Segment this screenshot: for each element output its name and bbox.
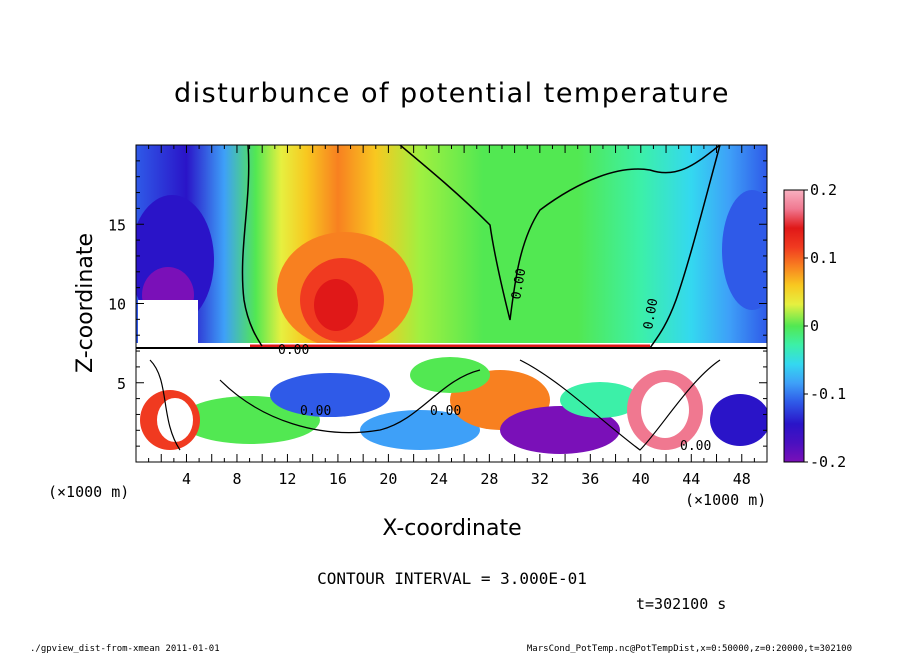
plot-area <box>136 145 767 462</box>
x-tick-label: 20 <box>379 470 397 488</box>
contour-label: 0.00 <box>300 404 331 419</box>
x-axis-label: X-coordinate <box>382 516 521 541</box>
x-tick-label: 32 <box>531 470 549 488</box>
x-tick-label: 36 <box>581 470 599 488</box>
y-axis-label: Z-coordinate <box>73 233 98 373</box>
x-unit-right: (×1000 m) <box>685 491 766 509</box>
colorbar-tick-label: 0.2 <box>810 181 837 199</box>
lower-contour-3 <box>149 359 181 451</box>
zero-contour-left <box>241 145 263 347</box>
contour-label: 0.00 <box>641 297 661 330</box>
x-tick-label: 24 <box>430 470 448 488</box>
x-tick-label: 48 <box>733 470 751 488</box>
colorbar-tick-label: -0.1 <box>810 385 846 403</box>
contour-label: 0.00 <box>430 404 461 419</box>
lower-blob-12 <box>410 357 490 393</box>
footer-right: MarsCond_PotTemp.nc@PotTempDist,x=0:5000… <box>527 644 852 654</box>
colorbar-tick-label: 0 <box>810 317 819 335</box>
time-text: t=302100 s <box>636 595 726 613</box>
contour-interval-text: CONTOUR INTERVAL = 3.000E-01 <box>317 569 587 588</box>
lower-blob-3 <box>360 410 480 450</box>
hot-core-inner <box>314 279 358 331</box>
colorbar <box>783 189 805 463</box>
colorbar-tick-label: -0.2 <box>810 453 846 471</box>
zero-contour-right <box>649 145 721 349</box>
x-tick-label: 40 <box>632 470 650 488</box>
x-tick-label: 44 <box>682 470 700 488</box>
contour-labels: 0.00 0.00 0.00 0.00 0.00 0.00 <box>278 267 711 454</box>
lower-blob-8 <box>641 382 689 438</box>
upper-layer-field <box>136 145 767 348</box>
lower-blob-6 <box>560 382 640 418</box>
contour-label: 0.00 <box>680 439 711 454</box>
lower-contour-2 <box>519 359 721 451</box>
x-unit-left: (×1000 m) <box>48 483 129 501</box>
x-tick-label: 4 <box>182 470 191 488</box>
lower-blob-11 <box>710 394 767 446</box>
zero-contour-middle <box>399 145 721 321</box>
white-gap-left <box>138 300 198 348</box>
colorbar-ticks: 0.2 0.1 0 -0.1 -0.2 <box>804 181 846 471</box>
x-axis-ticks: 4 8 12 16 20 24 28 32 36 40 44 48 <box>135 145 768 488</box>
colorbar-tick-label: 0.1 <box>810 249 837 267</box>
x-tick-label: 8 <box>232 470 241 488</box>
x-tick-label: 28 <box>480 470 498 488</box>
x-tick-label: 16 <box>329 470 347 488</box>
chart-title: disturbunce of potential temperature <box>174 78 730 109</box>
cold-right-blob <box>722 190 767 310</box>
x-tick-label: 12 <box>278 470 296 488</box>
lower-contour-1 <box>219 369 481 434</box>
lower-blob-10 <box>157 398 193 442</box>
y-tick-label: 10 <box>108 296 126 314</box>
y-tick-label: 5 <box>117 375 126 393</box>
lower-blob-2 <box>270 373 390 417</box>
lower-blob-5 <box>500 406 620 454</box>
contour-label: 0.00 <box>509 267 529 300</box>
y-axis-ticks: 5 10 15 <box>108 144 767 463</box>
footer-left: ./gpview_dist-from-xmean 2011-01-01 <box>30 644 220 654</box>
y-tick-label: 15 <box>108 216 126 234</box>
contour-label: 0.00 <box>278 343 309 358</box>
